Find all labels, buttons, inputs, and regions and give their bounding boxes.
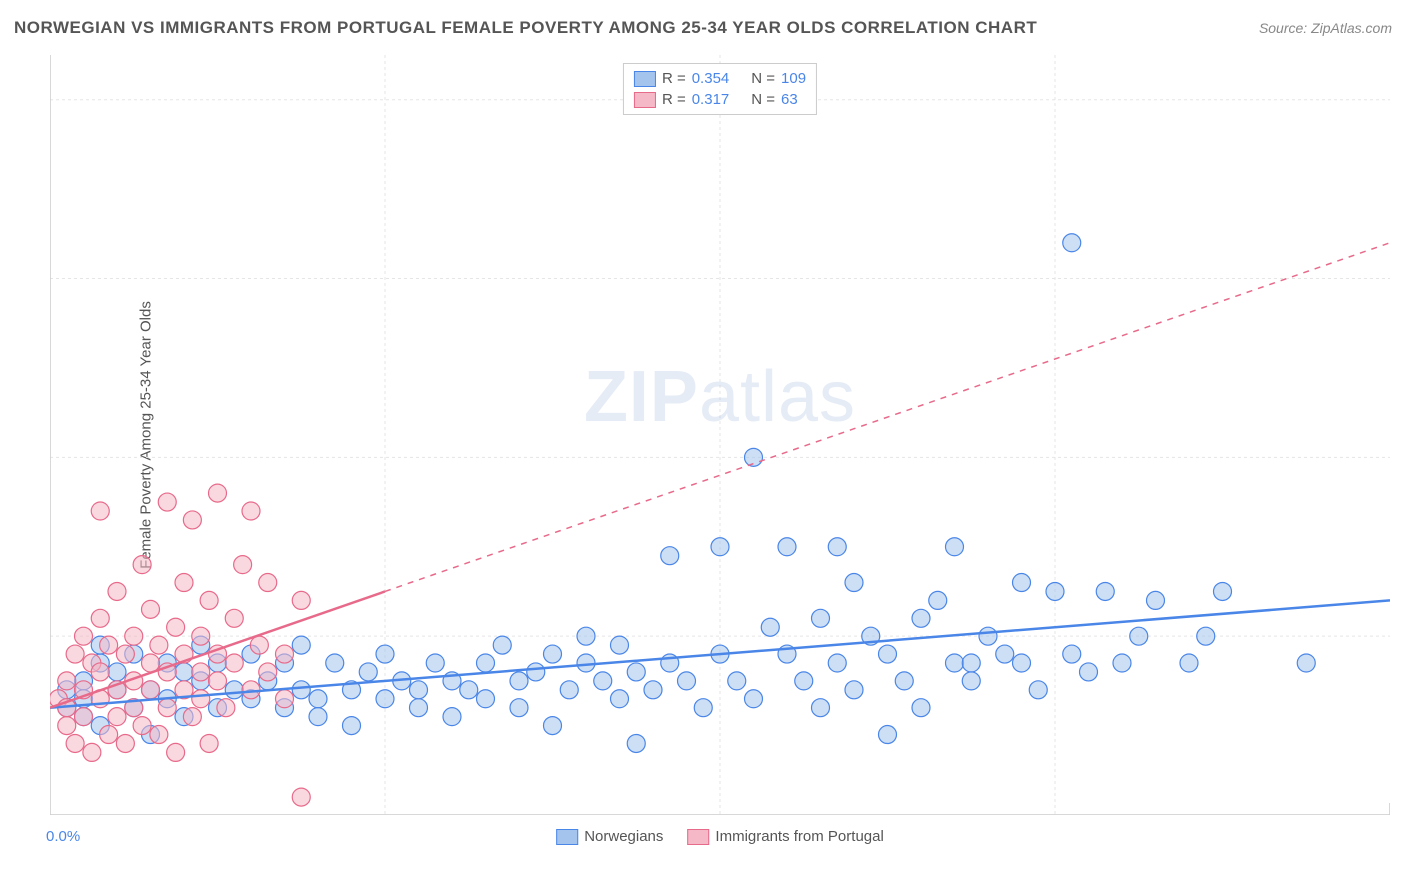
- r-label-2: R =: [662, 91, 686, 108]
- stats-legend-box: R = 0.354 N = 109 R = 0.317 N = 63: [623, 63, 817, 115]
- n-label-1: N =: [751, 70, 775, 87]
- legend-label-2: Immigrants from Portugal: [715, 828, 883, 845]
- r-value-1: 0.354: [692, 70, 730, 87]
- stats-row-series-1: R = 0.354 N = 109: [634, 68, 806, 89]
- r-value-2: 0.317: [692, 91, 730, 108]
- chart-area: Female Poverty Among 25-34 Year Olds ZIP…: [50, 55, 1390, 815]
- legend-item-1: Norwegians: [556, 828, 663, 845]
- legend-item-2: Immigrants from Portugal: [687, 828, 883, 845]
- chart-header: NORWEGIAN VS IMMIGRANTS FROM PORTUGAL FE…: [14, 18, 1392, 38]
- bottom-legend: Norwegians Immigrants from Portugal: [556, 828, 884, 845]
- legend-swatch-2: [687, 829, 709, 845]
- stats-row-series-2: R = 0.317 N = 63: [634, 89, 806, 110]
- swatch-series-2: [634, 92, 656, 108]
- n-value-1: 109: [781, 70, 806, 87]
- n-label-2: N =: [751, 91, 775, 108]
- scatter-plot: [50, 55, 1390, 815]
- source-attribution: Source: ZipAtlas.com: [1259, 20, 1392, 36]
- x-tick-origin: 0.0%: [46, 828, 80, 845]
- swatch-series-1: [634, 71, 656, 87]
- legend-swatch-1: [556, 829, 578, 845]
- n-value-2: 63: [781, 91, 798, 108]
- r-label-1: R =: [662, 70, 686, 87]
- legend-label-1: Norwegians: [584, 828, 663, 845]
- chart-title: NORWEGIAN VS IMMIGRANTS FROM PORTUGAL FE…: [14, 18, 1037, 38]
